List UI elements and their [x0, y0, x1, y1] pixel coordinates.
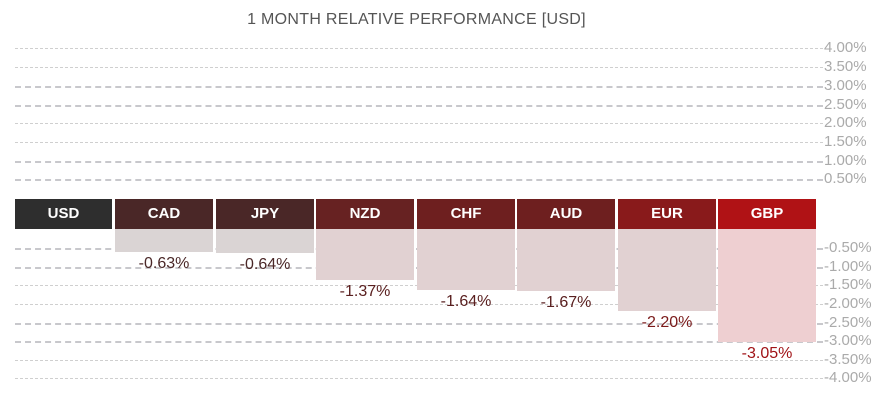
data-label: -3.05% — [741, 345, 793, 363]
data-label: -1.37% — [339, 282, 391, 300]
bar-nzd — [316, 229, 414, 280]
gridline — [15, 160, 823, 163]
y-tick-label: -1.00% — [824, 257, 872, 275]
data-label: -1.64% — [440, 293, 492, 310]
gridline — [15, 67, 823, 69]
data-label: -2.20% — [641, 313, 693, 331]
y-tick-label: 1.50% — [824, 132, 867, 150]
y-tick-label: -1.50% — [824, 276, 872, 294]
y-tick-label: 3.00% — [824, 76, 867, 94]
gridline — [15, 123, 823, 125]
bar-chf — [417, 229, 515, 290]
y-tick-label: 3.50% — [824, 58, 867, 76]
y-tick-label: 1.00% — [824, 151, 867, 169]
category-header-nzd: NZD — [316, 199, 414, 229]
y-tick-label: -3.00% — [824, 332, 872, 350]
y-tick-label: 4.00% — [824, 39, 867, 57]
gridline — [15, 378, 823, 380]
gridline — [15, 359, 823, 361]
category-header-jpy: JPY — [216, 199, 314, 229]
bar-eur — [618, 229, 716, 311]
y-tick-label: 2.50% — [824, 95, 867, 113]
category-header-usd: USD — [15, 199, 112, 229]
y-tick-label: -4.00% — [824, 369, 872, 387]
data-label: -1.67% — [540, 294, 592, 312]
gridline — [15, 141, 823, 143]
y-tick-label: 2.00% — [824, 114, 867, 132]
gridline — [15, 179, 823, 182]
category-header-aud: AUD — [517, 199, 615, 229]
gridline — [15, 104, 823, 107]
gridline — [15, 341, 823, 344]
gridline — [15, 322, 823, 325]
y-tick-label: -3.50% — [824, 350, 872, 368]
bar-gbp — [718, 229, 816, 343]
y-tick-label: -2.50% — [824, 313, 872, 331]
gridline — [15, 48, 823, 50]
category-header-cad: CAD — [115, 199, 213, 229]
data-label: -0.64% — [239, 255, 291, 273]
y-tick-label: -0.50% — [824, 239, 872, 257]
data-label: -0.63% — [138, 255, 190, 273]
y-tick-label: 0.50% — [824, 170, 867, 188]
gridline — [15, 85, 823, 88]
gridline — [15, 303, 823, 305]
category-header-eur: EUR — [618, 199, 716, 229]
category-header-gbp: GBP — [718, 199, 816, 229]
bar-cad — [115, 229, 213, 253]
y-tick-label: -2.00% — [824, 294, 872, 312]
chart-title: 1 MONTH RELATIVE PERFORMANCE [USD] — [247, 11, 586, 28]
category-header-chf: CHF — [417, 199, 515, 229]
bar-aud — [517, 229, 615, 292]
bar-jpy — [216, 229, 314, 253]
